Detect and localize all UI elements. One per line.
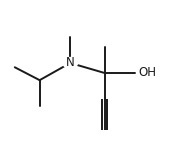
Text: OH: OH (138, 66, 156, 80)
Circle shape (63, 58, 77, 68)
Text: N: N (66, 57, 75, 69)
FancyBboxPatch shape (137, 67, 168, 79)
